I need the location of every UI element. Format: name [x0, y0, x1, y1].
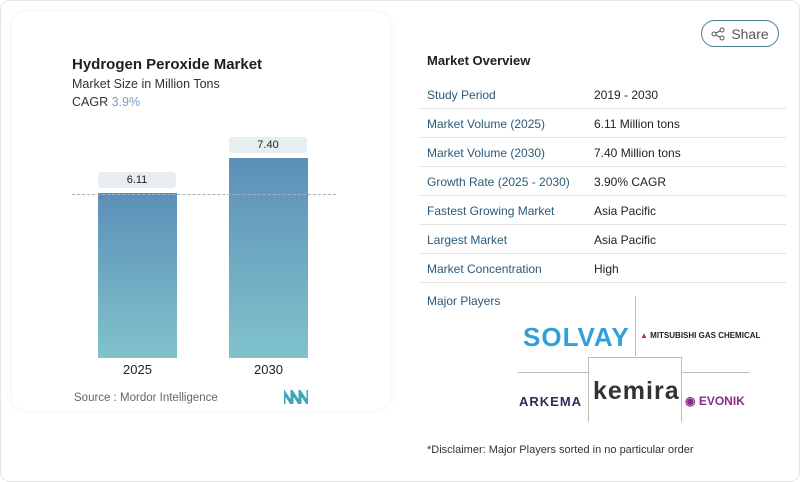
cagr-label: CAGR [72, 95, 109, 109]
kemira-box [588, 357, 682, 422]
row-value: 6.11 Million tons [594, 117, 680, 131]
row-key: Market Volume (2030) [427, 146, 546, 160]
share-button[interactable]: Share [701, 20, 779, 47]
overview-row: Market Volume (2025) 6.11 Million tons [419, 109, 786, 138]
row-value: 7.40 Million tons [594, 146, 681, 160]
overview-row: Market Concentration High [419, 254, 786, 283]
row-value: 2019 - 2030 [594, 88, 659, 102]
bar-2030 [229, 158, 308, 358]
mitsubishi-name: MITSUBISHI GAS CHEMICAL [650, 331, 761, 340]
solvay-logo: SOLVAY [523, 322, 630, 352]
cagr-value: 3.9% [111, 95, 141, 109]
row-key: Study Period [427, 88, 496, 102]
reference-dashed-line [72, 194, 336, 195]
source-text: Source : Mordor Intelligence [74, 392, 218, 404]
chart-subtitle: Market Size in Million Tons [72, 77, 220, 91]
share-icon [711, 27, 725, 40]
share-label: Share [731, 25, 769, 42]
major-players-label: Major Players [427, 294, 501, 308]
row-key: Market Concentration [427, 262, 542, 276]
overview-row: Study Period 2019 - 2030 [419, 80, 786, 109]
overview-row: Market Volume (2030) 7.40 Million tons [419, 138, 786, 167]
row-value: Asia Pacific [594, 204, 657, 218]
chart-card [12, 12, 390, 410]
disclaimer: *Disclaimer: Major Players sorted in no … [427, 444, 694, 456]
row-key: Largest Market [427, 233, 508, 247]
bar-2025 [98, 193, 177, 358]
divider [635, 296, 636, 356]
chart-title: Hydrogen Peroxide Market [72, 56, 263, 73]
overview-row: Largest Market Asia Pacific [419, 225, 786, 254]
kemira-logo: kemira [593, 377, 680, 405]
x-tick-label: 2025 [123, 362, 152, 377]
row-key: Fastest Growing Market [427, 204, 555, 218]
arkema-logo: ARKEMA [519, 394, 583, 409]
data-label: 7.40 [229, 137, 307, 154]
row-value: High [594, 262, 619, 276]
row-value: Asia Pacific [594, 233, 657, 247]
overview-title: Market Overview [427, 53, 531, 68]
overview-row: Fastest Growing Market Asia Pacific [419, 196, 786, 225]
overview-row: Growth Rate (2025 - 2030) 3.90% CAGR [419, 167, 786, 196]
data-label: 6.11 [98, 172, 176, 188]
x-tick-label: 2030 [254, 362, 283, 377]
mordor-logo-icon [284, 390, 308, 404]
row-key: Market Volume (2025) [427, 117, 546, 131]
evonik-logo: ◉ EVONIK [685, 394, 745, 408]
mitsubishi-logo: ▲ MITSUBISHI GAS CHEMICAL [640, 331, 761, 340]
row-value: 3.90% CAGR [594, 175, 667, 189]
cagr: CAGR 3.9% [72, 95, 140, 109]
row-key: Growth Rate (2025 - 2030) [427, 175, 570, 189]
evonik-name: EVONIK [698, 394, 745, 408]
